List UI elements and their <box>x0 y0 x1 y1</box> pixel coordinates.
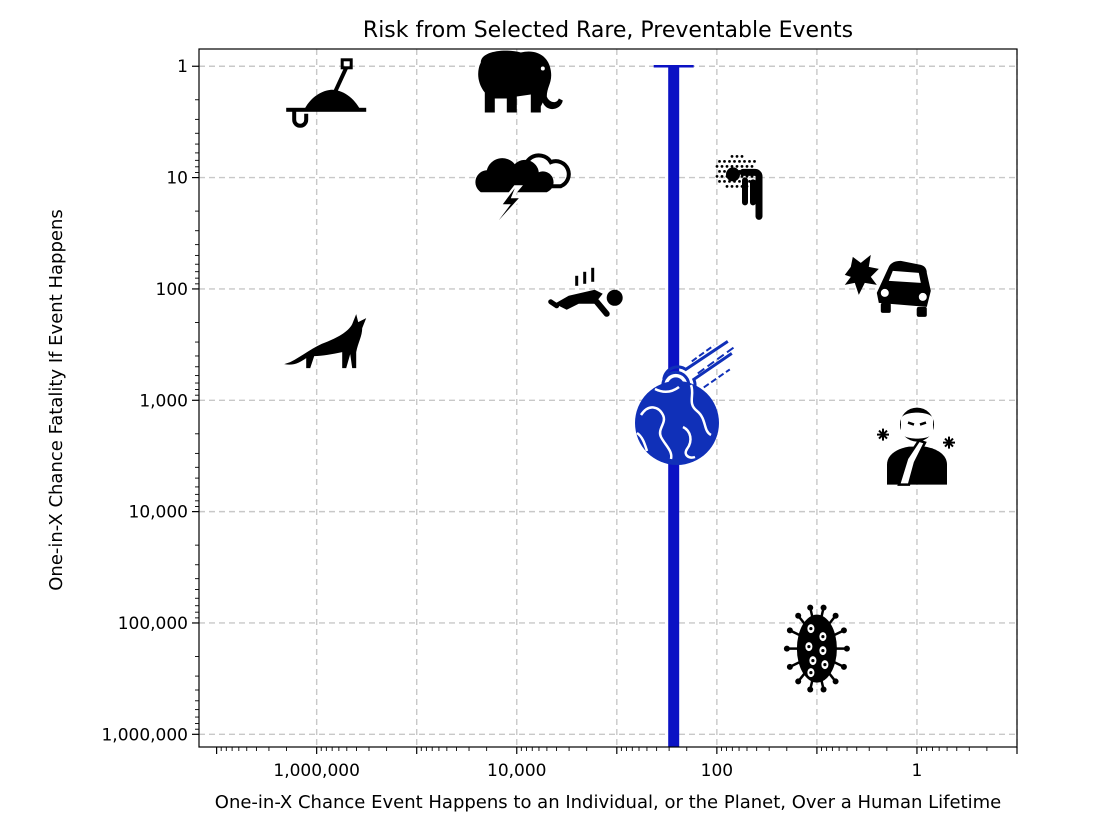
x-axis-ticks: 1,000,000 10,000 100 1 <box>216 747 1018 781</box>
grid-lines <box>199 49 1018 747</box>
y-tick-label-4: 10,000 <box>129 503 188 523</box>
x-tick-label-3: 1 <box>912 761 923 781</box>
wolf-icon <box>284 314 367 369</box>
plot-frame <box>198 48 1018 748</box>
falling-person-icon <box>548 267 623 317</box>
earth-icon <box>635 381 719 465</box>
y-tick-label-2: 100 <box>156 280 188 300</box>
car-crash-icon <box>844 254 931 317</box>
y-axis-ticks: 1 10 100 1,000 10,000 100,000 1,000,000 <box>101 57 199 745</box>
grave-shovel-icon <box>286 58 367 128</box>
y-tick-label-1: 10 <box>166 169 188 189</box>
y-axis-label: One-in-X Chance Fatality If Event Happen… <box>46 209 67 591</box>
virus-icon <box>783 604 850 693</box>
y-tick-label-3: 1,000 <box>139 391 188 411</box>
icon-layer <box>284 50 955 693</box>
y-tick-label-5: 100,000 <box>118 614 188 634</box>
x-axis-label: One-in-X Chance Event Happens to an Indi… <box>215 792 1001 813</box>
sick-person-icon <box>877 407 955 486</box>
x-tick-label-2: 100 <box>701 761 733 781</box>
x-tick-label-0: 1,000,000 <box>273 761 360 781</box>
thunderstorm-icon <box>475 153 571 223</box>
person-under-ash-icon <box>715 155 763 220</box>
elephant-icon <box>478 50 563 113</box>
y-tick-label-0: 1 <box>177 57 188 77</box>
y-tick-label-6: 1,000,000 <box>101 725 188 745</box>
x-tick-label-1: 10,000 <box>487 761 546 781</box>
chart-title: Risk from Selected Rare, Preventable Eve… <box>363 18 853 43</box>
